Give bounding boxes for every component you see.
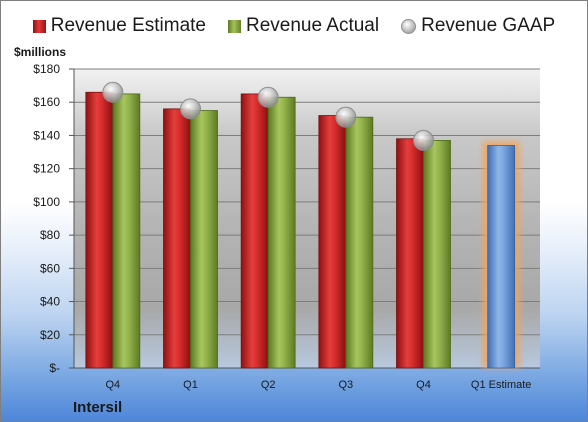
estimate-bar bbox=[240, 93, 269, 369]
y-axis-ticks: $- $20 $40 $60 $80 $100 $120 $140 $160 $180 bbox=[33, 62, 540, 375]
y-tick-label: $20 bbox=[40, 328, 60, 342]
legend-item-actual: Revenue Actual bbox=[228, 15, 379, 37]
company-name: Intersil bbox=[73, 399, 123, 416]
estimate-bar bbox=[163, 108, 191, 369]
gaap-marker bbox=[102, 81, 124, 103]
gaap-marker bbox=[335, 106, 357, 128]
gaap-marker bbox=[257, 86, 279, 108]
y-tick-label: $140 bbox=[33, 128, 60, 142]
legend-item-gaap: Revenue GAAP bbox=[401, 15, 555, 37]
x-tick-label: Q2 bbox=[261, 379, 276, 391]
y-tick-label: $80 bbox=[40, 228, 60, 242]
actual-bar bbox=[345, 116, 374, 369]
forecast-bar bbox=[487, 145, 516, 369]
legend-swatch-actual bbox=[228, 19, 241, 33]
x-axis-labels: Q4 Q1 Q2 Q3 Q4 Q1 Estimate bbox=[105, 379, 531, 391]
y-tick-label: $120 bbox=[33, 162, 60, 176]
y-tick-label: $60 bbox=[40, 261, 60, 275]
legend-marker-gaap bbox=[401, 18, 417, 34]
y-tick-label: $160 bbox=[33, 95, 60, 109]
x-tick-label: Q4 bbox=[416, 379, 431, 391]
legend-label-actual: Revenue Actual bbox=[246, 15, 380, 36]
y-tick-label: $180 bbox=[33, 62, 60, 76]
gaap-marker bbox=[180, 98, 201, 120]
gridlines bbox=[74, 68, 540, 336]
legend-item-estimate: Revenue Estimate bbox=[32, 15, 206, 37]
legend-swatch-estimate bbox=[32, 19, 46, 33]
y-axis-unit-label: $millions bbox=[14, 45, 67, 59]
actual-bar bbox=[190, 110, 218, 369]
estimate-bar bbox=[85, 91, 114, 369]
estimate-bar bbox=[318, 115, 347, 369]
x-tick-label: Q1 bbox=[183, 379, 198, 391]
estimate-bar bbox=[396, 138, 424, 369]
x-tick-label: Q4 bbox=[105, 379, 120, 391]
legend-label-gaap: Revenue GAAP bbox=[421, 15, 556, 36]
actual-bar bbox=[423, 140, 451, 369]
y-tick-label: $- bbox=[49, 361, 60, 375]
legend-label-estimate: Revenue Estimate bbox=[50, 15, 206, 36]
x-tick-label: Q1 Estimate bbox=[471, 379, 532, 391]
bars bbox=[85, 81, 520, 369]
gaap-marker bbox=[413, 129, 434, 151]
x-tick-label: Q3 bbox=[338, 379, 353, 391]
actual-bar bbox=[112, 93, 141, 369]
plot-area bbox=[74, 69, 540, 368]
actual-bar bbox=[267, 96, 296, 369]
chart-legend: Revenue Estimate Revenue Actual Revenue … bbox=[1, 15, 587, 37]
y-tick-label: $40 bbox=[40, 295, 60, 309]
y-tick-label: $100 bbox=[33, 195, 60, 209]
